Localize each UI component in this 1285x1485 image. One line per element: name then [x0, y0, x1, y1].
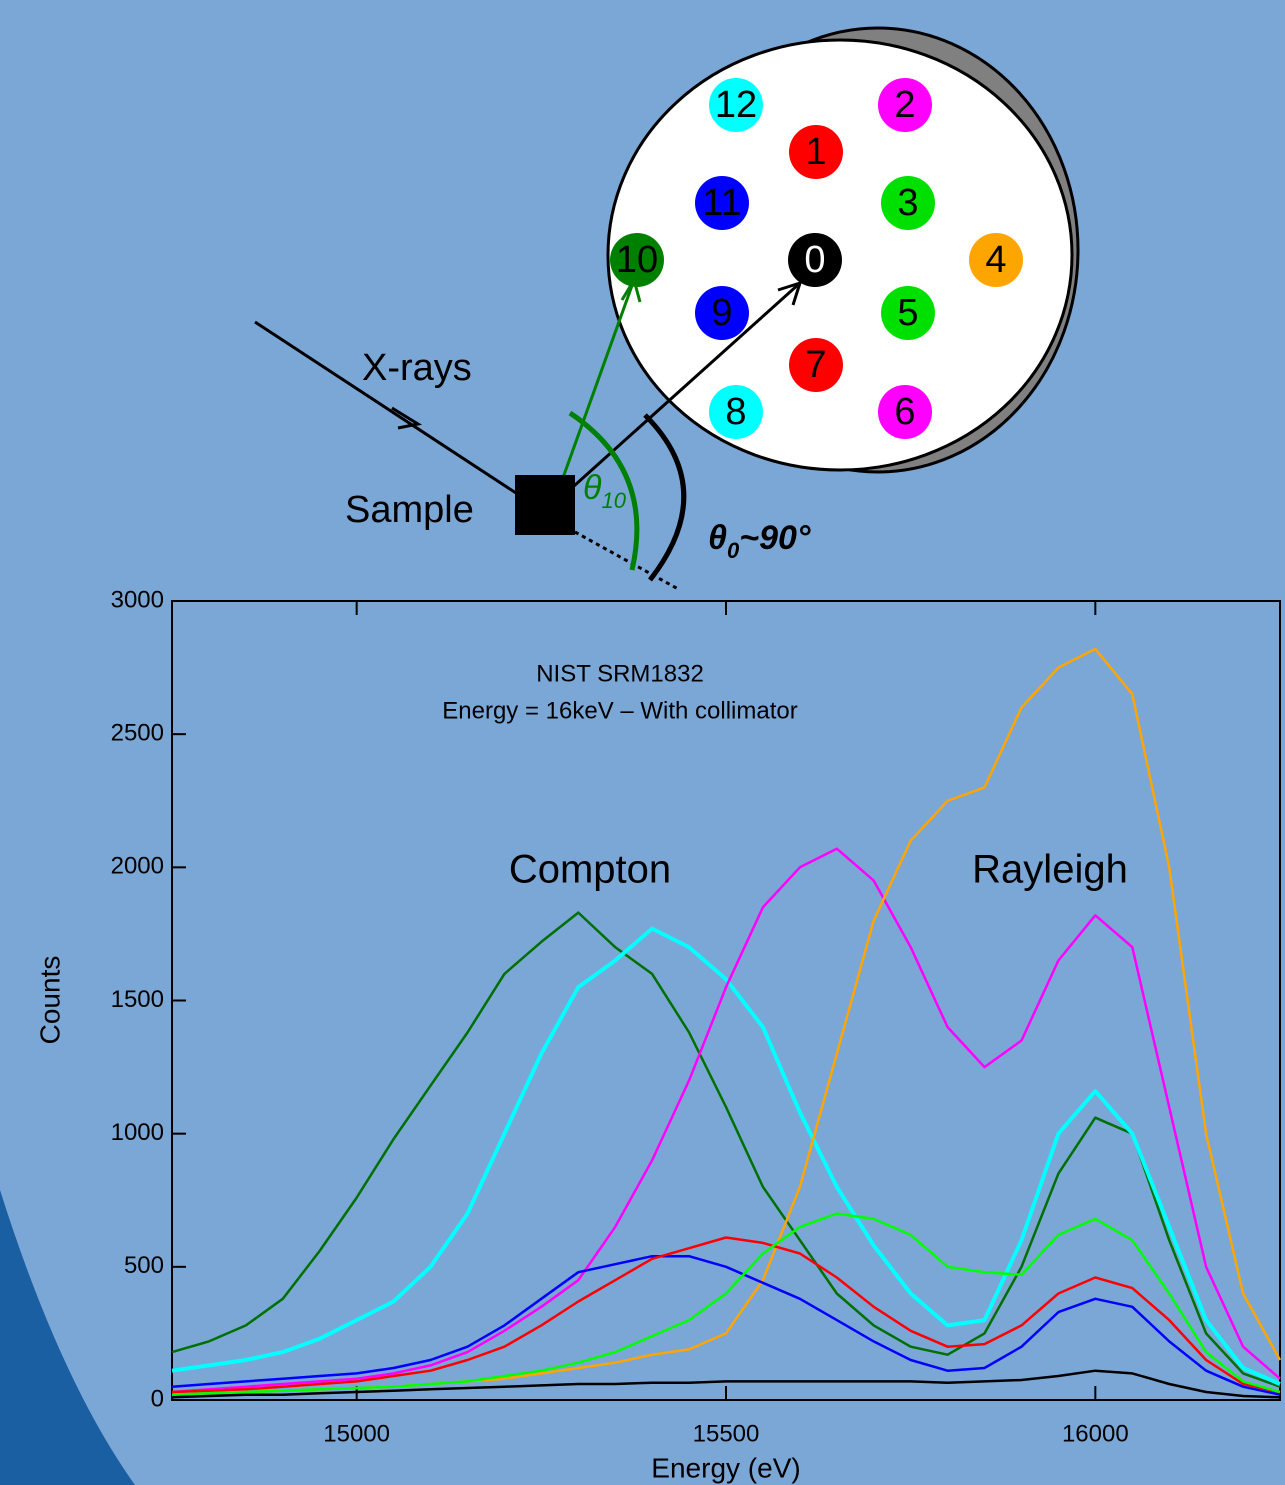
y-tick-label: 2000: [111, 853, 164, 880]
series-line: [171, 926, 1281, 1386]
series-line: [171, 1254, 1281, 1396]
series-line: [171, 1369, 1281, 1399]
theta0-label: θ0~90°: [708, 519, 811, 563]
series-line: [171, 847, 1281, 1394]
y-tick-label: 0: [151, 1385, 164, 1412]
series-line: [171, 1236, 1281, 1394]
detector-label: 6: [894, 391, 915, 433]
series-line: [171, 1212, 1281, 1396]
xray-label: X-rays: [362, 347, 472, 389]
detector-label: 11: [702, 182, 741, 224]
detector: [709, 385, 763, 439]
x-tick-label: 16000: [1062, 1420, 1129, 1447]
decor: [0, 1190, 135, 1485]
detector-label: 10: [616, 239, 658, 281]
geometry: [254, 276, 803, 592]
detector: [695, 286, 749, 340]
beam-0: [543, 281, 802, 514]
series-line: [171, 911, 1281, 1388]
y-tick-label: 2500: [111, 720, 164, 747]
arrowhead: [391, 406, 423, 430]
theta10-arc: [568, 410, 640, 571]
theta-sub: 10: [601, 488, 626, 513]
detector-label: 5: [897, 292, 918, 334]
detector-label: 3: [897, 182, 918, 224]
detector: [709, 78, 763, 132]
theta-value: ~90°: [739, 519, 811, 557]
detector: [789, 338, 843, 392]
theta0-arc: [643, 413, 687, 582]
y-tick-label: 500: [124, 1252, 164, 1279]
detector-label: 12: [715, 84, 757, 126]
y-tick-label: 1000: [111, 1119, 164, 1146]
detector-label: 2: [894, 84, 915, 126]
detector: [695, 176, 749, 230]
detector: [878, 78, 932, 132]
y-axis-label: Counts: [34, 956, 65, 1045]
x-tick-label: 15000: [323, 1420, 390, 1447]
annotation: NIST SRM1832: [536, 660, 704, 687]
y-tick-label: 1500: [111, 986, 164, 1013]
annotation: Compton: [509, 848, 671, 892]
theta: θ: [708, 519, 727, 557]
detector-label: 7: [805, 344, 826, 386]
detector: [878, 385, 932, 439]
sample-label: Sample: [345, 489, 474, 531]
theta: θ: [583, 469, 602, 507]
x-tick-label: 15500: [693, 1420, 760, 1447]
theta10-label: θ10: [583, 469, 627, 513]
detector: [881, 286, 935, 340]
detector: [969, 233, 1023, 287]
detector-label: 0: [804, 239, 825, 281]
detector: [788, 233, 842, 287]
x-axis-label: Energy (eV): [651, 1452, 800, 1483]
y-tick-label: 3000: [111, 586, 164, 613]
sample: [515, 475, 575, 535]
arrowhead: [777, 280, 803, 306]
detector-label: 4: [985, 239, 1006, 281]
detector-label: 8: [725, 391, 746, 433]
annotation: Rayleigh: [972, 848, 1128, 892]
annotation: Energy = 16keV – With collimator: [442, 697, 798, 724]
detector: [881, 176, 935, 230]
beam-10: [553, 279, 636, 501]
detector-label: 9: [711, 292, 732, 334]
theta-sub: 0: [727, 538, 740, 563]
reference-line: [574, 530, 681, 592]
detector: [610, 233, 664, 287]
xray-beam: [254, 320, 546, 514]
detector: [789, 125, 843, 179]
detector-label: 1: [805, 131, 826, 173]
